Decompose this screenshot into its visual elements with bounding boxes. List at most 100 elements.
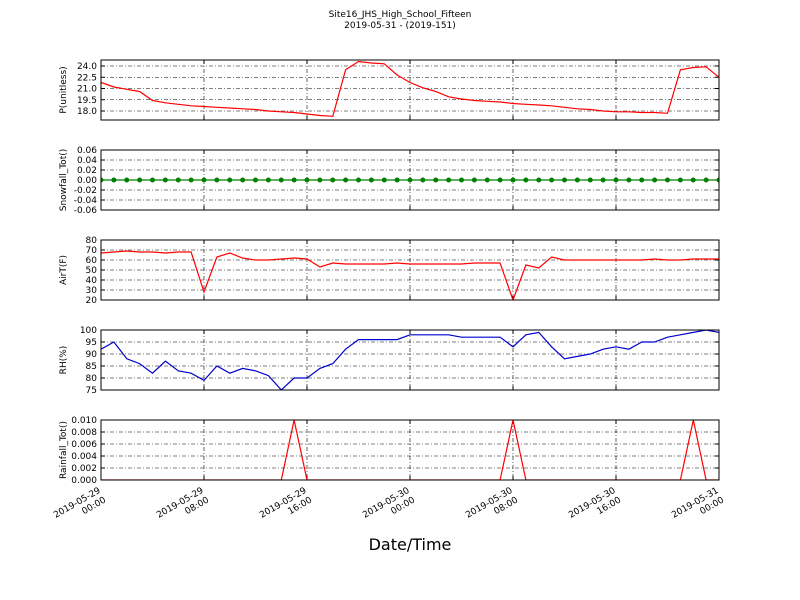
y-tick-label: 0.002 (71, 464, 97, 474)
y-tick-label: 80 (86, 374, 98, 384)
data-point (368, 177, 374, 183)
data-point (471, 177, 477, 183)
y-tick-label: 0.008 (71, 428, 97, 438)
y-axis-label: P(unitless) (59, 66, 69, 113)
data-point (240, 177, 246, 183)
plot-frame (100, 59, 720, 121)
y-axis-label: AirT(F) (59, 255, 69, 285)
data-point (201, 177, 207, 183)
data-point (497, 177, 503, 183)
y-tick-label: -0.02 (74, 186, 97, 196)
data-point (549, 177, 555, 183)
y-tick-label: 0.000 (71, 476, 97, 486)
data-point (446, 177, 452, 183)
data-point (459, 177, 464, 183)
y-tick-label: 90 (86, 350, 98, 360)
data-point (253, 177, 258, 183)
data-point (510, 177, 516, 183)
plot (101, 250, 719, 300)
plot-frame (100, 239, 720, 301)
data-point (278, 177, 284, 183)
plot (101, 177, 719, 183)
data-point (304, 177, 310, 183)
y-tick-label: 50 (86, 266, 98, 276)
data-point (523, 177, 529, 183)
y-tick-label: -0.06 (74, 206, 98, 216)
data-point (162, 177, 168, 183)
data-point (394, 177, 400, 183)
y-tick-label: 20 (86, 296, 98, 306)
data-point (124, 177, 130, 183)
data-point (484, 177, 490, 183)
data-line (101, 60, 719, 117)
data-point (562, 177, 567, 183)
data-point (291, 177, 297, 183)
y-tick-label: 0.02 (77, 166, 97, 176)
y-tick-label: 0.006 (71, 440, 97, 450)
data-point (587, 177, 593, 183)
data-line (101, 330, 719, 390)
y-tick-label: 0.06 (77, 146, 97, 156)
x-tick-label: 2019-05-30 08:00 (464, 486, 520, 530)
data-point (381, 177, 387, 183)
y-tick-label: 70 (86, 246, 98, 256)
y-tick-label: 95 (86, 338, 97, 348)
x-tick-label: 2019-05-31 00:00 (670, 486, 726, 530)
data-point (665, 177, 670, 183)
data-point (175, 177, 181, 183)
chart-title: Site16_JHS_High_School_Fifteen (329, 10, 472, 20)
y-tick-label: 18.0 (77, 107, 97, 117)
data-point (137, 177, 143, 183)
data-point (716, 177, 719, 183)
x-tick-label: 2019-05-29 00:00 (52, 486, 108, 530)
data-point (356, 177, 361, 183)
y-tick-label: 19.5 (77, 96, 97, 106)
y-tick-label: 0.004 (71, 452, 97, 462)
y-tick-label: 80 (86, 236, 98, 246)
y-tick-label: 60 (86, 256, 98, 266)
data-point (330, 177, 336, 183)
plot-frame (100, 149, 720, 211)
data-point (574, 177, 580, 183)
data-point (420, 177, 426, 183)
data-point (407, 177, 413, 183)
y-tick-label: 0.010 (71, 416, 97, 426)
y-tick-label: 75 (86, 386, 97, 396)
plot-frame (100, 329, 720, 391)
data-point (101, 177, 104, 183)
y-tick-label: 21.0 (77, 85, 97, 95)
y-tick-label: 22.5 (77, 73, 97, 83)
data-point (536, 177, 542, 183)
x-tick-label: 2019-05-29 16:00 (258, 486, 314, 530)
plot-frame (100, 419, 720, 481)
data-point (227, 177, 233, 183)
data-point (433, 177, 439, 183)
data-point (343, 177, 349, 183)
data-point (214, 177, 220, 183)
data-point (639, 177, 645, 183)
data-point (188, 177, 194, 183)
data-point (317, 177, 323, 183)
data-point (703, 177, 709, 183)
y-tick-label: 40 (86, 276, 98, 286)
y-axis-label: Rainfall_Tot() (59, 421, 69, 479)
x-tick-label: 2019-05-30 00:00 (361, 486, 417, 530)
x-tick-label: 2019-05-29 08:00 (155, 486, 211, 530)
chart-subtitle: 2019-05-31 - (2019-151) (344, 21, 456, 31)
data-point (150, 177, 155, 183)
y-tick-label: -0.04 (74, 196, 98, 206)
data-point (265, 177, 271, 183)
x-tick-label: 2019-05-30 16:00 (567, 486, 623, 530)
plot (101, 60, 719, 117)
y-tick-label: 24.0 (77, 62, 97, 72)
data-line (101, 250, 719, 300)
y-axis-label: RH(%) (59, 346, 69, 375)
y-axis-label: Snowfall_Tot() (59, 149, 69, 212)
data-point (613, 177, 619, 183)
y-tick-label: 0.00 (77, 176, 97, 186)
data-point (111, 177, 117, 183)
data-point (626, 177, 632, 183)
y-tick-label: 100 (80, 326, 97, 336)
data-point (652, 177, 658, 183)
